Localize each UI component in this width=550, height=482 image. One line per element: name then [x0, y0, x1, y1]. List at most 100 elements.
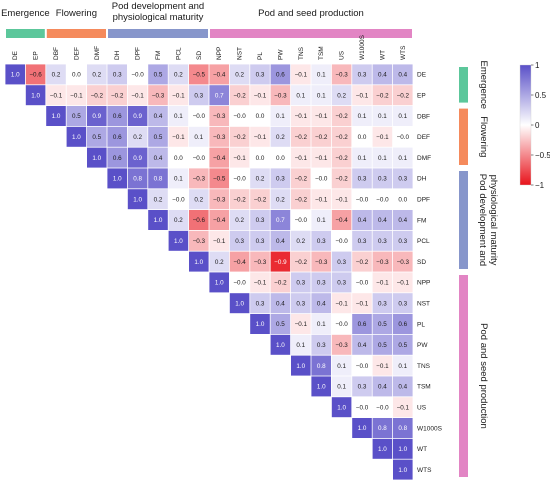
- cell-value-label: 0.0: [398, 196, 407, 203]
- heatmap-cell: [331, 85, 352, 106]
- cell-value-label: −0.0: [356, 363, 369, 370]
- column-label: DE: [12, 50, 19, 60]
- heatmap-cell: [393, 126, 413, 147]
- cell-value-label: 0.2: [276, 134, 285, 141]
- cell-value-label: 0.3: [398, 238, 407, 245]
- heatmap-cell: [352, 210, 372, 230]
- cell-value-label: 0.4: [276, 300, 285, 307]
- heatmap-cell: [270, 272, 291, 293]
- heatmap-cell: [209, 230, 229, 251]
- cell-value-label: 0.9: [133, 113, 142, 120]
- colorbar-tick-label: −1: [535, 181, 545, 190]
- heatmap-cell: [127, 126, 148, 147]
- heatmap-cell: [270, 230, 291, 251]
- heatmap-cell: [393, 85, 413, 106]
- heatmap-cell: [127, 147, 148, 168]
- heatmap-cell: [311, 355, 331, 376]
- heatmap-cell: [189, 85, 209, 106]
- heatmap-cell: [250, 106, 270, 126]
- cell-value-label: −0.2: [233, 92, 246, 99]
- cell-value-label: 0.6: [358, 321, 367, 328]
- cell-value-label: 0.0: [358, 134, 367, 141]
- heatmap-cell: [393, 210, 413, 230]
- cell-value-label: 0.4: [358, 217, 367, 224]
- heatmap-cell: [331, 334, 352, 355]
- heatmap-cell: [352, 293, 372, 314]
- heatmap-cell: [372, 314, 393, 334]
- cell-value-label: 0.5: [92, 134, 101, 141]
- heatmap-cell: [393, 272, 413, 293]
- side-group-color-bar: [459, 171, 468, 269]
- column-label: NST: [237, 47, 244, 60]
- heatmap-cell: [291, 147, 311, 168]
- cell-value-label: 0.6: [113, 155, 122, 162]
- cell-value-label: 1.0: [317, 384, 326, 391]
- cell-value-label: −0.2: [356, 259, 369, 266]
- heatmap-cell: [311, 147, 331, 168]
- row-label: PW: [417, 342, 428, 349]
- group-header: Emergence: [1, 8, 50, 19]
- cell-value-label: 0.1: [398, 113, 407, 120]
- cell-value-label: −0.0: [335, 238, 348, 245]
- heatmap-cell: [311, 251, 331, 272]
- cell-value-label: −0.1: [233, 155, 246, 162]
- cell-value-label: 0.4: [398, 384, 407, 391]
- heatmap-cell: [352, 314, 372, 334]
- row-label: TSM: [417, 384, 431, 391]
- heatmap-cell: [291, 210, 311, 230]
- cell-value-label: −0.0: [315, 176, 328, 183]
- group-color-bar: [210, 29, 412, 38]
- cell-value-label: 0.1: [276, 113, 285, 120]
- heatmap-cell: [372, 64, 393, 85]
- cell-value-label: 0.3: [378, 300, 387, 307]
- heatmap-cell: [229, 189, 250, 210]
- cell-value-label: −0.0: [193, 113, 206, 120]
- heatmap-cell: [229, 293, 250, 314]
- cell-value-label: −0.1: [295, 113, 308, 120]
- heatmap-cell: [250, 85, 270, 106]
- cell-value-label: 0.8: [133, 176, 142, 183]
- cell-value-label: −0.0: [193, 155, 206, 162]
- cell-value-label: −0.2: [295, 196, 308, 203]
- row-labels: DE EP DBF DEF DMF DH DPF FM PCL SD NPP NST PL PW TNS TS…: [417, 72, 443, 474]
- heatmap-cell: [372, 230, 393, 251]
- cell-value-label: 0.4: [317, 300, 326, 307]
- cell-value-label: 0.3: [194, 92, 203, 99]
- heatmap-cell: [127, 189, 148, 210]
- row-label: DPF: [417, 197, 430, 204]
- cell-value-label: −0.1: [315, 196, 328, 203]
- cell-value-label: −0.6: [193, 217, 206, 224]
- heatmap-cell: [291, 251, 311, 272]
- cell-value-label: 0.8: [317, 363, 326, 370]
- cell-value-label: 0.1: [174, 176, 183, 183]
- heatmap-cell: [291, 355, 311, 376]
- group-color-bar: [108, 29, 208, 38]
- heatmap-cell: [352, 397, 372, 418]
- cell-value-label: 0.1: [317, 72, 326, 79]
- side-group-label-line2: physiological maturity: [488, 175, 499, 266]
- cell-value-label: −0.1: [356, 300, 369, 307]
- heatmap-cell: [229, 85, 250, 106]
- cell-value-label: 0.2: [194, 196, 203, 203]
- row-label: US: [417, 405, 427, 412]
- column-label: DPF: [135, 47, 142, 60]
- cell-value-label: 0.3: [235, 238, 244, 245]
- heatmap-cell: [331, 376, 352, 397]
- side-group-color-bar: [459, 67, 468, 103]
- cell-value-label: −0.3: [376, 259, 389, 266]
- cell-value-label: −0.2: [397, 92, 410, 99]
- heatmap-cell: [229, 251, 250, 272]
- heatmap-cell: [270, 314, 291, 334]
- cell-value-label: −0.0: [397, 134, 410, 141]
- colorbar-tick-label: −0.5: [535, 151, 550, 160]
- heatmap-cell: [352, 272, 372, 293]
- column-label: WTS: [400, 45, 407, 60]
- cell-value-label: −0.4: [233, 259, 246, 266]
- colorbar-tick-label: 0.5: [535, 91, 547, 100]
- heatmap-cell: [291, 334, 311, 355]
- heatmap-cell: [148, 168, 168, 189]
- side-group-label: Emergence: [478, 61, 489, 110]
- cell-value-label: 0.3: [337, 259, 346, 266]
- cell-value-label: −0.0: [131, 72, 144, 79]
- heatmap-cell: [25, 85, 46, 106]
